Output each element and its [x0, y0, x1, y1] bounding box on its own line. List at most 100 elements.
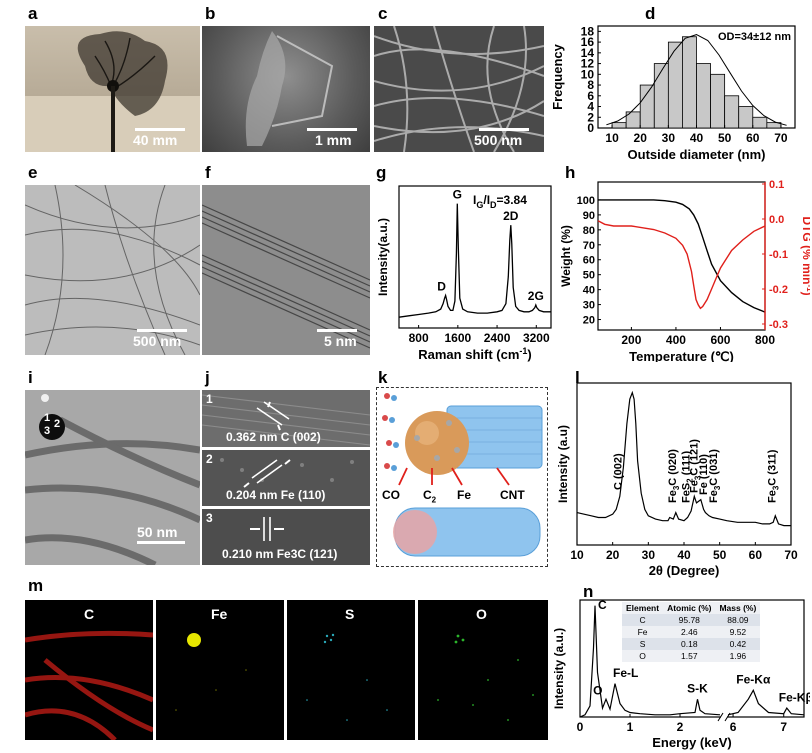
axis-break-mark: [724, 712, 731, 722]
table-cell: Fe: [637, 627, 648, 637]
x-tick-label: 600: [710, 333, 730, 347]
x-tick-label: 400: [666, 333, 686, 347]
hrtem-j-2-drawing: [220, 458, 354, 488]
histogram-bar: [738, 106, 754, 129]
tem-i-drawing: [25, 394, 200, 565]
y-axis-label: Intensity(a.u.): [376, 218, 390, 296]
y-tick-label: 8: [587, 78, 594, 92]
eds-peak-label: Fe-Kβ: [779, 690, 810, 704]
x-tick-label: 1: [627, 720, 634, 734]
eds-map-fe-drawing: [175, 633, 247, 711]
x-tick-label: 10: [570, 548, 584, 562]
x-tick-label: 70: [784, 548, 798, 562]
x-tick-label: 800: [755, 333, 775, 347]
tem-e-drawing: [25, 185, 200, 355]
axis-break-gap: [721, 713, 727, 721]
x-axis-label: Energy (keV): [652, 735, 731, 750]
table-header-row: Element Atomic (%) Mass (%): [622, 602, 760, 614]
scale-bar-a: [135, 128, 185, 131]
x-tick-label: 200: [621, 333, 641, 347]
sem-b: 1 mm: [202, 26, 370, 152]
panel-letter-m: m: [28, 576, 44, 595]
peak-label-2G: 2G: [528, 289, 544, 303]
x-tick-label: 20: [606, 548, 620, 562]
y-left-tick-label: 50: [583, 270, 595, 282]
photo-cnt-film-drawing: [25, 31, 200, 152]
plot-frame: [398, 185, 552, 329]
x-tick-label: 50: [718, 131, 732, 145]
x-tick-label: 60: [749, 548, 763, 562]
table-cell: 0.18: [681, 639, 698, 649]
x-tick-label: 50: [713, 548, 727, 562]
panel-letter-h: h: [565, 163, 576, 182]
hrtem-j-1: 1 0.362 nm C (002): [202, 390, 370, 447]
eds-map-c-drawing: [25, 630, 153, 740]
y-tick-label: 0: [587, 121, 594, 135]
scale-bar-f: [317, 329, 357, 332]
xrd-peak-label: C (002): [613, 453, 625, 490]
label-k-co: CO: [382, 488, 400, 502]
eds-label-s: S: [345, 606, 355, 622]
marker-i-3: 3: [44, 425, 51, 437]
histogram-bar: [639, 84, 655, 129]
x-axis-label: Temperature (℃): [629, 349, 734, 362]
panel-letter-d: d: [645, 4, 656, 23]
y-tick-label: 16: [581, 35, 595, 49]
peak-label-G: G: [453, 188, 462, 202]
y-tick-label: 2: [587, 110, 594, 124]
y-right-tick-label: -0.2: [769, 284, 788, 296]
sem-b-drawing: [245, 31, 334, 146]
y-tick-label: 4: [587, 100, 594, 114]
histogram-bar: [611, 122, 627, 129]
schematic-k: CO C2 Fe CNT: [376, 387, 548, 567]
y-left-tick-label: 70: [583, 240, 595, 252]
table-cell: 1.57: [681, 651, 698, 661]
xrd-peak-label: Fe3C (020): [667, 449, 681, 503]
label-j-3: 0.210 nm Fe3C (121): [222, 547, 338, 561]
panel-letter-l: l: [575, 368, 580, 387]
xrd-peak-label: Fe3C (311): [766, 449, 780, 503]
fit-curve: [606, 34, 787, 126]
panel-letter-b: b: [205, 4, 216, 23]
xrd-pattern-line: [576, 390, 791, 527]
index-j-2: 2: [206, 452, 213, 466]
eds-map-o-drawing: [437, 634, 534, 721]
panel-letter-i: i: [28, 368, 33, 387]
scale-label-f: 5 nm: [324, 333, 357, 349]
plot-frame: [579, 599, 805, 718]
y-left-tick-label: 20: [583, 315, 595, 327]
x-axis-label: Raman shift (cm-1): [418, 346, 532, 362]
xrd-peak-label: Fe (110): [698, 454, 710, 495]
hrtem-j-1-drawing: [202, 394, 370, 446]
y-tick-label: 14: [581, 46, 595, 60]
scale-bar-i: [137, 541, 185, 544]
table-cell: 88.09: [727, 615, 749, 625]
marker-i-1: 1: [44, 412, 51, 424]
table-cell: O: [639, 651, 646, 661]
panel-letter-n: n: [583, 582, 594, 601]
eds-composition-table: Element Atomic (%) Mass (%) C 95.78 88.0…: [622, 602, 761, 662]
eds-spectrum-line-high: [727, 688, 805, 716]
x-tick-label: 3200: [523, 331, 550, 345]
xrd-peak-label: FeS2 (111): [681, 451, 695, 503]
eds-map-fe: Fe: [156, 600, 284, 740]
x-tick-label: 20: [634, 131, 648, 145]
x-tick-label: 2400: [484, 331, 511, 345]
table-header: Element: [626, 603, 660, 613]
tem-e: 500 nm: [25, 185, 200, 355]
x-tick-label: 30: [662, 131, 676, 145]
histogram-bar: [653, 63, 669, 129]
y-axis-label: Frequency: [550, 43, 565, 110]
table-cell: 0.42: [729, 639, 747, 649]
eds-peak-label: S-K: [687, 681, 708, 695]
scale-label-c: 500 nm: [474, 132, 523, 148]
x-tick-label: 40: [690, 131, 704, 145]
y-left-tick-label: 40: [583, 285, 595, 297]
panel-letter-k: k: [378, 368, 388, 387]
label-k-fe: Fe: [457, 488, 472, 502]
table-row: S 0.18 0.42: [622, 638, 761, 650]
y-right-tick-label: -0.3: [769, 319, 788, 331]
y-left-tick-label: 30: [583, 300, 595, 312]
label-j-2: 0.204 nm Fe (110): [226, 488, 326, 502]
